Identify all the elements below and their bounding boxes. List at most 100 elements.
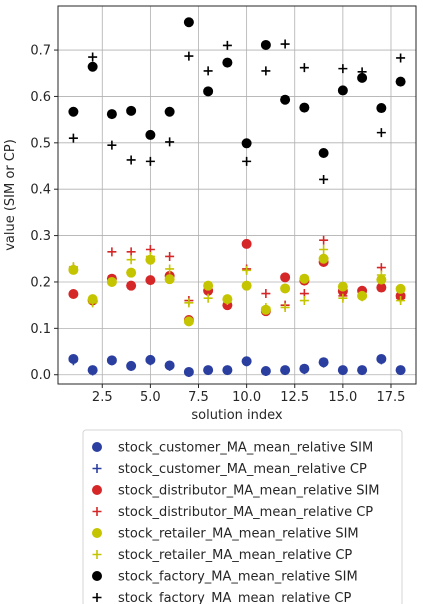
sim-point bbox=[126, 280, 137, 291]
cp-point bbox=[261, 366, 271, 376]
cp-point bbox=[319, 174, 329, 184]
cp-point bbox=[319, 244, 329, 254]
cp-point bbox=[261, 66, 271, 76]
series-5 bbox=[68, 244, 406, 312]
x-axis-label: solution index bbox=[191, 408, 282, 423]
cp-point bbox=[357, 67, 367, 77]
legend-plus-marker bbox=[92, 464, 102, 473]
cp-point bbox=[126, 247, 136, 257]
cp-point bbox=[338, 293, 348, 303]
sim-point bbox=[126, 267, 137, 278]
x-tick-label: 7.5 bbox=[188, 390, 209, 405]
cp-point bbox=[145, 156, 155, 166]
cp-point bbox=[242, 265, 252, 275]
sim-point bbox=[318, 253, 329, 264]
cp-point bbox=[88, 366, 98, 376]
cp-point bbox=[184, 51, 194, 61]
legend-label: stock_retailer_MA_mean_relative SIM bbox=[118, 527, 359, 542]
y-tick-label: 0.6 bbox=[30, 90, 51, 105]
legend-label: stock_customer_MA_mean_relative SIM bbox=[118, 441, 373, 456]
cp-point bbox=[184, 298, 194, 308]
legend-plus-marker bbox=[92, 550, 102, 559]
cp-point bbox=[280, 39, 290, 49]
sim-point bbox=[87, 61, 98, 72]
sim-point bbox=[395, 283, 406, 294]
sim-point bbox=[241, 138, 252, 149]
cp-point bbox=[242, 156, 252, 166]
cp-point bbox=[88, 298, 98, 308]
cp-point bbox=[165, 361, 175, 371]
cp-point bbox=[203, 66, 213, 76]
cp-point bbox=[222, 40, 232, 50]
cp-point bbox=[396, 296, 406, 306]
legend: stock_customer_MA_mean_relative SIM stock… bbox=[92, 441, 380, 604]
x-tick-label: 12.5 bbox=[280, 390, 309, 405]
sim-point bbox=[164, 274, 175, 285]
cp-point bbox=[357, 366, 367, 376]
cp-point bbox=[165, 251, 175, 261]
sim-point bbox=[357, 72, 368, 83]
sim-point bbox=[203, 86, 214, 97]
cp-point bbox=[184, 367, 194, 377]
cp-point bbox=[396, 53, 406, 63]
sim-point bbox=[183, 316, 194, 327]
cp-point bbox=[319, 235, 329, 245]
cp-point bbox=[338, 366, 348, 376]
sim-point bbox=[280, 283, 291, 294]
cp-point bbox=[319, 358, 329, 368]
sim-point bbox=[299, 102, 310, 113]
legend-label: stock_retailer_MA_mean_relative CP bbox=[118, 548, 352, 563]
sim-point bbox=[203, 280, 214, 291]
data-points bbox=[68, 17, 406, 377]
cp-point bbox=[357, 292, 367, 302]
sim-point bbox=[126, 105, 137, 116]
sim-point bbox=[145, 275, 156, 286]
cp-point bbox=[222, 296, 232, 306]
sim-point bbox=[241, 238, 252, 249]
cp-point bbox=[68, 356, 78, 366]
cp-point bbox=[165, 264, 175, 274]
plot-frame bbox=[57, 5, 417, 385]
cp-point bbox=[203, 293, 213, 303]
cp-point bbox=[299, 365, 309, 375]
sim-point bbox=[299, 273, 310, 284]
y-tick-label: 0.0 bbox=[30, 368, 51, 383]
legend-label: stock_factory_MA_mean_relative CP bbox=[118, 591, 352, 604]
legend-label: stock_customer_MA_mean_relative CP bbox=[118, 462, 367, 477]
series-0 bbox=[68, 353, 406, 377]
cp-point bbox=[261, 302, 271, 312]
cp-point bbox=[68, 262, 78, 272]
y-tick-label: 0.5 bbox=[30, 136, 51, 151]
cp-point bbox=[126, 361, 136, 371]
cp-point bbox=[280, 302, 290, 312]
cp-point bbox=[88, 52, 98, 62]
x-tick-label: 15.0 bbox=[328, 390, 357, 405]
sim-point bbox=[68, 289, 79, 300]
plot-area bbox=[58, 6, 416, 384]
x-tick-label: 5.0 bbox=[140, 390, 161, 405]
legend-label: stock_distributor_MA_mean_relative CP bbox=[118, 505, 373, 520]
cp-point bbox=[203, 366, 213, 376]
sim-point bbox=[376, 103, 387, 114]
sim-point bbox=[337, 85, 348, 96]
cp-point bbox=[107, 277, 117, 287]
x-tick-label: 17.5 bbox=[377, 390, 406, 405]
cp-point bbox=[126, 255, 136, 265]
legend-label: stock_distributor_MA_mean_relative SIM bbox=[118, 484, 380, 499]
cp-point bbox=[145, 356, 155, 366]
sim-point bbox=[280, 272, 291, 283]
sim-point bbox=[68, 106, 79, 117]
cp-point bbox=[396, 366, 406, 376]
x-tick-label: 2.5 bbox=[92, 390, 113, 405]
y-tick-label: 0.7 bbox=[30, 44, 51, 59]
cp-point bbox=[299, 63, 309, 73]
sim-point bbox=[395, 76, 406, 87]
legend-plus-marker bbox=[92, 507, 102, 516]
sim-point bbox=[145, 129, 156, 140]
legend-label: stock_factory_MA_mean_relative SIM bbox=[118, 570, 358, 585]
series-1 bbox=[68, 355, 406, 377]
cp-point bbox=[145, 251, 155, 261]
x-tick-label: 10.0 bbox=[232, 390, 261, 405]
y-tick-label: 0.4 bbox=[30, 183, 51, 198]
